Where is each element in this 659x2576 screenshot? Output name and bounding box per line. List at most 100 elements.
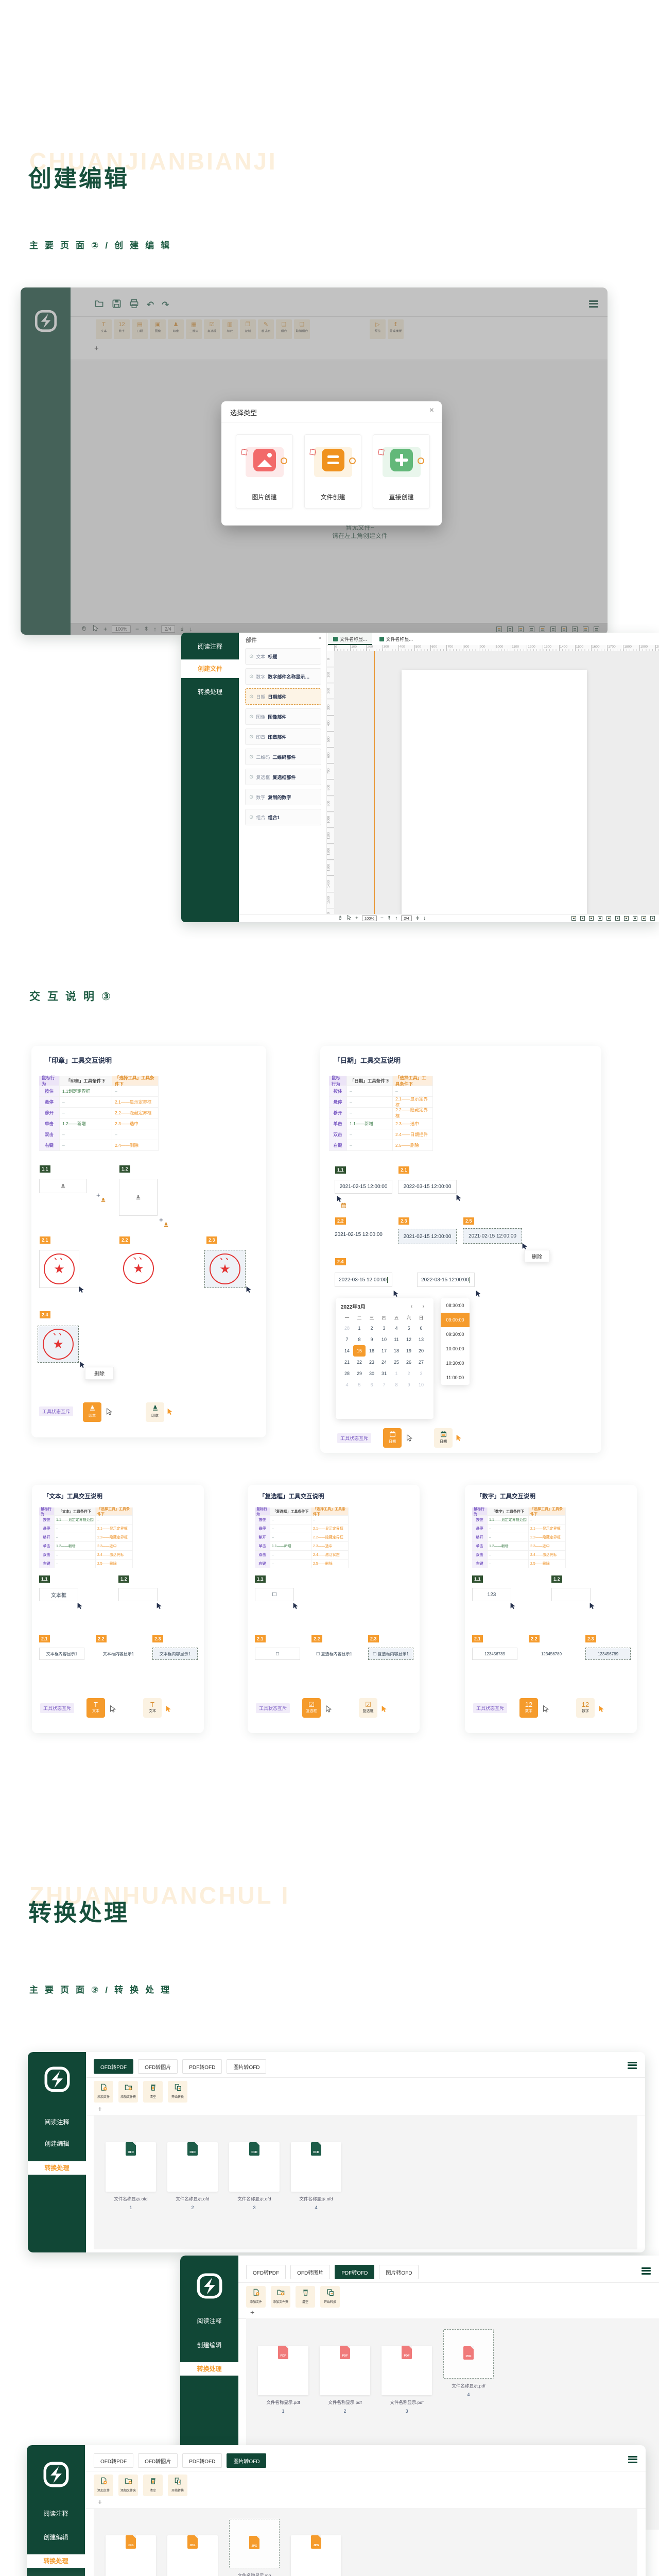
calendar-day[interactable]: 26 bbox=[406, 1360, 411, 1365]
add-tab-icon[interactable]: + bbox=[94, 344, 99, 353]
create-type-card[interactable]: 直接创建 bbox=[373, 434, 430, 509]
align-icon[interactable] bbox=[583, 626, 588, 632]
calendar-day[interactable]: 8 bbox=[358, 1337, 361, 1342]
file-card[interactable]: JPG 文件名称显示.jpg 4 bbox=[291, 2519, 341, 2576]
tool-button[interactable]: ▣ 图像 bbox=[150, 319, 166, 339]
align-icon[interactable] bbox=[650, 916, 655, 921]
time-option[interactable]: 10:30:00 bbox=[446, 1361, 464, 1366]
time-option[interactable]: 11:00:00 bbox=[446, 1375, 464, 1380]
calendar-day[interactable]: 9 bbox=[407, 1382, 410, 1387]
visibility-eye-icon[interactable]: ⊙ bbox=[249, 653, 254, 659]
convert-tool-button[interactable]: 添加文件夹 bbox=[118, 2475, 138, 2496]
visibility-eye-icon[interactable]: ⊙ bbox=[249, 714, 254, 720]
last-page-icon[interactable]: ↡ bbox=[179, 625, 185, 633]
calendar-day[interactable]: 4 bbox=[395, 1326, 398, 1331]
convert-tool-button[interactable]: 开始转换 bbox=[168, 2081, 187, 2103]
menu-hamburger-icon[interactable] bbox=[641, 2266, 651, 2276]
file-card[interactable]: PDF 文件名称显示.pdf 2 bbox=[320, 2329, 370, 2414]
convert-tab[interactable]: OFD转图片 bbox=[138, 2453, 178, 2468]
file-card[interactable]: PDF 文件名称显示.pdf 1 bbox=[258, 2329, 308, 2414]
calendar-day[interactable]: 7 bbox=[345, 1337, 349, 1342]
context-menu-delete[interactable]: 删除 bbox=[85, 1367, 114, 1380]
menu-hamburger-icon[interactable] bbox=[628, 2454, 637, 2464]
active-tool-button[interactable]: ☑ 复选框 bbox=[302, 1698, 321, 1718]
tool-button[interactable]: ✎ 格式刷 bbox=[258, 319, 274, 339]
calendar-day[interactable]: 3 bbox=[383, 1326, 386, 1331]
tool-button[interactable]: ▦ 二维码 bbox=[186, 319, 202, 339]
calendar-day[interactable]: 1 bbox=[395, 1371, 398, 1376]
page-indicator[interactable]: 2/4 bbox=[401, 916, 412, 921]
align-icon[interactable] bbox=[624, 916, 629, 921]
document-page[interactable] bbox=[402, 670, 587, 914]
create-type-card[interactable]: 图片创建 bbox=[236, 434, 293, 509]
convert-tab[interactable]: 图片转OFD bbox=[227, 2059, 267, 2074]
menu-hamburger-icon[interactable] bbox=[589, 299, 598, 309]
prev-page-icon[interactable]: ↑ bbox=[153, 625, 157, 633]
visibility-eye-icon[interactable]: ⊙ bbox=[249, 814, 254, 820]
next-page-icon[interactable]: ↓ bbox=[423, 916, 426, 921]
sidebar-item-read-annotate[interactable]: 阅读注释 bbox=[44, 2119, 70, 2126]
next-page-icon[interactable]: ↓ bbox=[189, 625, 193, 633]
calendar-day[interactable]: 28 bbox=[344, 1371, 350, 1376]
zoom-out-icon[interactable]: − bbox=[135, 625, 140, 633]
calendar-day[interactable]: 23 bbox=[369, 1360, 374, 1365]
calendar-day[interactable]: 5 bbox=[358, 1382, 361, 1387]
align-icon[interactable] bbox=[633, 916, 637, 921]
tool-button[interactable]: ↥ 导成模版 bbox=[388, 319, 404, 339]
convert-tab[interactable]: OFD转图片 bbox=[138, 2059, 178, 2074]
file-card[interactable]: JPG 文件名称显示.jpg 3 bbox=[229, 2519, 280, 2576]
tool-button[interactable]: ▥ 标尺 bbox=[222, 319, 238, 339]
zoom-out-icon[interactable]: − bbox=[380, 916, 384, 921]
sidebar-item-create-file[interactable]: 创建文件 bbox=[181, 659, 239, 678]
calendar-day[interactable]: 16 bbox=[369, 1348, 374, 1353]
visibility-eye-icon[interactable]: ⊙ bbox=[249, 673, 254, 680]
convert-tab[interactable]: OFD转PDF bbox=[94, 2453, 134, 2468]
calendar-day[interactable]: 30 bbox=[369, 1371, 374, 1376]
document-tab[interactable]: 文件名称显... bbox=[374, 633, 419, 645]
part-list-item[interactable]: ⊙ 图像 图像部件 bbox=[245, 708, 321, 725]
align-icon[interactable] bbox=[580, 916, 585, 921]
undo-icon[interactable]: ↶ bbox=[147, 300, 154, 310]
calendar-day[interactable]: 24 bbox=[381, 1360, 387, 1365]
editor-canvas[interactable] bbox=[334, 651, 659, 914]
visibility-eye-icon[interactable]: ⊙ bbox=[249, 693, 254, 700]
sidebar-item-convert[interactable]: 转换处理 bbox=[180, 2362, 238, 2376]
convert-tool-button[interactable]: 添加文件 bbox=[94, 2475, 113, 2496]
calendar-day[interactable]: 18 bbox=[393, 1348, 399, 1353]
align-icon[interactable] bbox=[606, 916, 611, 921]
calendar-day[interactable]: 20 bbox=[418, 1348, 424, 1353]
sidebar-item-convert[interactable]: 转换处理 bbox=[197, 688, 222, 696]
align-icon[interactable] bbox=[594, 626, 599, 632]
convert-tab[interactable]: PDF转OFD bbox=[182, 2453, 222, 2468]
sidebar-item-read-annotate[interactable]: 阅读注释 bbox=[43, 2510, 68, 2517]
part-list-item[interactable]: ⊙ 日期 日期部件 bbox=[245, 688, 321, 705]
part-list-item[interactable]: ⊙ 文本 标题 bbox=[245, 648, 321, 665]
calendar-day[interactable]: 2 bbox=[370, 1326, 373, 1331]
date-input[interactable]: 2021-02-15 12:00:00 bbox=[335, 1180, 392, 1194]
page-indicator[interactable]: 2/4 bbox=[161, 625, 175, 633]
calendar-day[interactable]: 5 bbox=[407, 1326, 410, 1331]
part-list-item[interactable]: ⊙ 印章 印章部件 bbox=[245, 728, 321, 745]
convert-tab[interactable]: OFD转图片 bbox=[290, 2265, 331, 2279]
convert-tab[interactable]: PDF转OFD bbox=[335, 2265, 375, 2279]
date-input-active[interactable]: 2022-03-15 12:00:00 bbox=[335, 1273, 392, 1287]
calendar-day[interactable]: 10 bbox=[418, 1382, 424, 1387]
calendar-day[interactable]: 15 bbox=[353, 1345, 366, 1357]
time-option[interactable]: 08:30:00 bbox=[446, 1303, 464, 1308]
tool-button[interactable]: ▤ 日期 bbox=[132, 319, 148, 339]
calendar-day[interactable]: 9 bbox=[370, 1337, 373, 1342]
inactive-tool-button[interactable]: 12 数字 bbox=[576, 1698, 595, 1718]
sidebar-item-convert[interactable]: 转换处理 bbox=[27, 2554, 85, 2568]
inactive-tool-button[interactable]: 日期 bbox=[434, 1428, 453, 1448]
convert-tool-button[interactable]: 开始转换 bbox=[168, 2475, 187, 2496]
part-list-item[interactable]: ⊙ 二维码 二维码部件 bbox=[245, 749, 321, 765]
tool-button[interactable]: ☑ 复选框 bbox=[204, 319, 220, 339]
sidebar-item-create-edit[interactable]: 创建编辑 bbox=[43, 2534, 68, 2541]
convert-tab[interactable]: OFD转PDF bbox=[246, 2265, 286, 2279]
zoom-in-icon[interactable]: + bbox=[355, 916, 358, 921]
part-list-item[interactable]: ⊙ 组合 组合1 bbox=[245, 809, 321, 825]
calendar-day[interactable]: 17 bbox=[381, 1348, 387, 1353]
align-icon[interactable] bbox=[507, 626, 513, 632]
calendar-day[interactable]: 21 bbox=[344, 1360, 350, 1365]
calendar-day[interactable]: 8 bbox=[395, 1382, 398, 1387]
